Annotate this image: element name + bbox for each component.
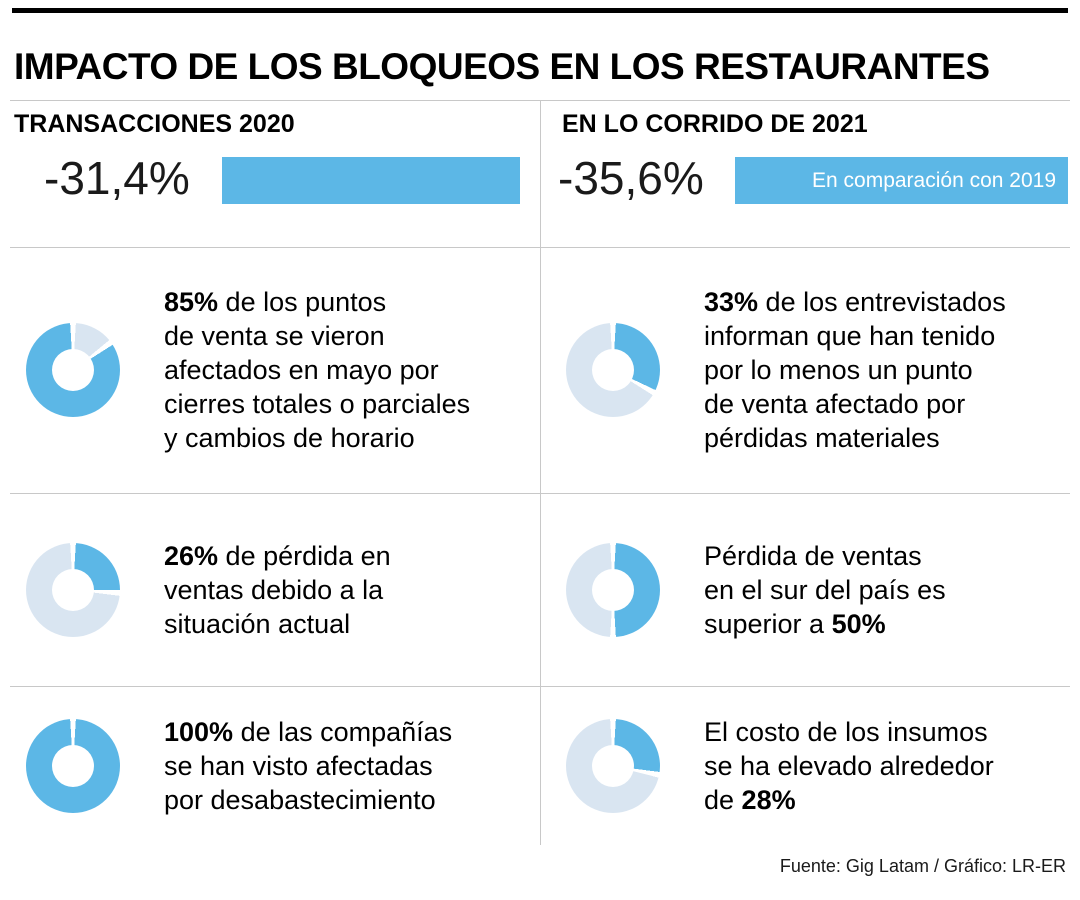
page-title: IMPACTO DE LOS BLOQUEOS EN LOS RESTAURAN… [14,45,990,87]
stat-text: Pérdida de ventas en el sur del país es … [704,539,946,641]
donut-chart [566,542,660,637]
header-divider [10,100,1070,101]
source-credit: Fuente: Gig Latam / Gráfico: LR-ER [779,856,1066,876]
donut-hole [592,744,634,787]
bar-note: En comparación con 2019 [812,169,1056,192]
top-rule [12,8,1068,13]
stat-label-2021: EN LO CORRIDO DE 2021 [562,110,868,138]
stat-text: 26% de pérdida en ventas debido a la sit… [164,539,391,641]
stat-description: de los puntos de venta se vieron afectad… [164,287,471,453]
stat-description: de los entrevistados informan que han te… [704,287,1006,453]
stat-text: 33% de los entrevistados informan que ha… [704,285,1006,455]
donut-hole [592,349,634,391]
stat-percent: 26% [164,540,219,571]
stat-percent: 28% [741,784,796,815]
stat-percent: 33% [704,287,759,317]
stat-description: Pérdida de ventas en el sur del país es … [704,540,946,639]
stats-grid: 85% de los puntos de venta se vieron afe… [0,247,1080,845]
stat-item: Pérdida de ventas en el sur del país es … [540,493,1080,686]
donut-chart [26,542,120,637]
donut-hole [52,568,94,611]
stat-percent: 50% [831,608,886,639]
stat-label-2020: TRANSACCIONES 2020 [14,110,295,138]
donut-chart [26,718,120,813]
donut-chart [566,718,660,813]
stat-item: 100% de las compañías se han visto afect… [0,686,540,845]
value-bar-2021: En comparación con 2019 [735,157,1068,204]
stat-description: El costo de los insumos se ha elevado al… [704,716,994,815]
donut-chart [566,323,660,417]
stat-percent: 85% [164,287,219,317]
stat-description: de pérdida en ventas debido a la situaci… [164,540,391,639]
column-divider [540,101,541,845]
stat-value-2020: -31,4% [44,152,190,204]
stat-percent: 100% [164,716,234,747]
donut-chart [26,323,120,417]
stat-item: 33% de los entrevistados informan que ha… [540,247,1080,493]
stat-item: 85% de los puntos de venta se vieron afe… [0,247,540,493]
stat-text: 85% de los puntos de venta se vieron afe… [164,285,470,455]
donut-hole [52,744,94,787]
donut-hole [592,568,634,611]
value-bar-2020 [222,157,520,204]
stat-description: de las compañías se han visto afectadas … [164,716,453,815]
stat-item: El costo de los insumos se ha elevado al… [540,686,1080,845]
donut-hole [52,349,94,391]
stat-text: 100% de las compañías se han visto afect… [164,715,452,817]
stat-text: El costo de los insumos se ha elevado al… [704,715,994,817]
stat-value-2021: -35,6% [558,152,704,204]
stat-item: 26% de pérdida en ventas debido a la sit… [0,493,540,686]
